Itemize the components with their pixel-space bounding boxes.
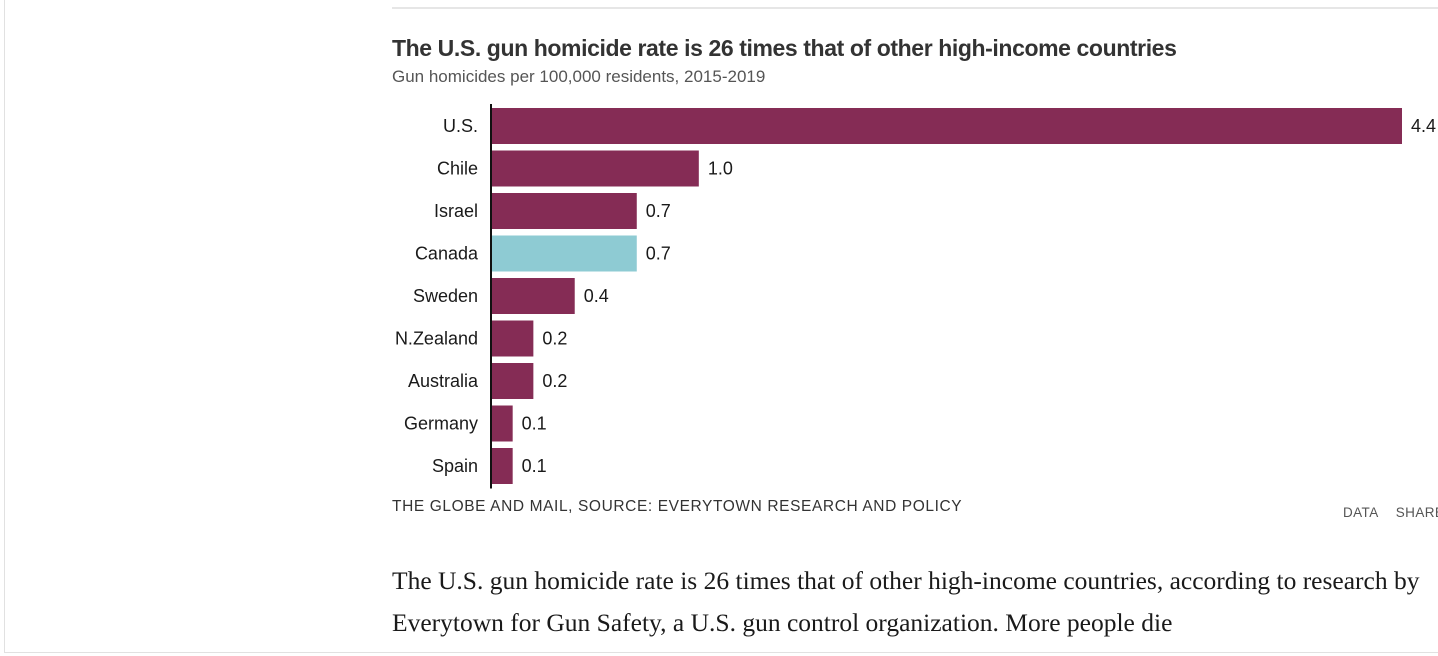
value-label-n-zealand: 0.2 <box>542 329 567 349</box>
bar-n-zealand <box>492 320 534 357</box>
value-label-spain: 0.1 <box>522 456 547 476</box>
page-frame <box>4 0 1438 653</box>
data-link[interactable]: DATA <box>1343 505 1379 520</box>
bar-canada <box>492 235 637 272</box>
bar-chart: U.S. 4.4 Chile 1.0 Israel 0.7 Canada 0.7 Sweden 0… <box>395 104 1436 489</box>
category-label-chile: Chile <box>437 159 478 179</box>
value-label-canada: 0.7 <box>646 244 671 264</box>
bar-chile <box>492 150 699 187</box>
value-label-germany: 0.1 <box>522 414 547 434</box>
bar-u-s <box>492 108 1402 144</box>
category-label-spain: Spain <box>432 456 478 476</box>
category-label-sweden: Sweden <box>413 286 478 306</box>
category-label-n-zealand: N.Zealand <box>395 329 478 349</box>
category-label-israel: Israel <box>434 201 478 221</box>
bar-spain <box>492 448 513 484</box>
share-link[interactable]: SHARE <box>1395 505 1438 520</box>
value-label-australia: 0.2 <box>542 371 567 391</box>
chart-source: THE GLOBE AND MAIL, SOURCE: EVERYTOWN RE… <box>392 498 963 515</box>
chart-subtitle: Gun homicides per 100,000 residents, 201… <box>392 67 766 86</box>
bar-israel <box>492 193 637 229</box>
chart-links: DATA SHARE <box>1343 505 1438 520</box>
value-label-israel: 0.7 <box>646 201 671 221</box>
value-label-u-s: 4.4 <box>1411 116 1436 136</box>
article-body: The U.S. gun homicide rate is 26 times t… <box>392 560 1432 644</box>
category-label-u-s: U.S. <box>443 116 478 136</box>
bar-sweden <box>492 278 575 314</box>
chart-title: The U.S. gun homicide rate is 26 times t… <box>392 35 1177 61</box>
article-paragraph: The U.S. gun homicide rate is 26 times t… <box>392 566 1420 637</box>
divider <box>392 7 1438 9</box>
category-label-germany: Germany <box>404 414 478 434</box>
category-label-australia: Australia <box>408 371 479 391</box>
value-label-chile: 1.0 <box>708 159 733 179</box>
bar-australia <box>492 363 534 399</box>
bar-germany <box>492 405 513 442</box>
value-label-sweden: 0.4 <box>584 286 609 306</box>
category-label-canada: Canada <box>415 244 479 264</box>
